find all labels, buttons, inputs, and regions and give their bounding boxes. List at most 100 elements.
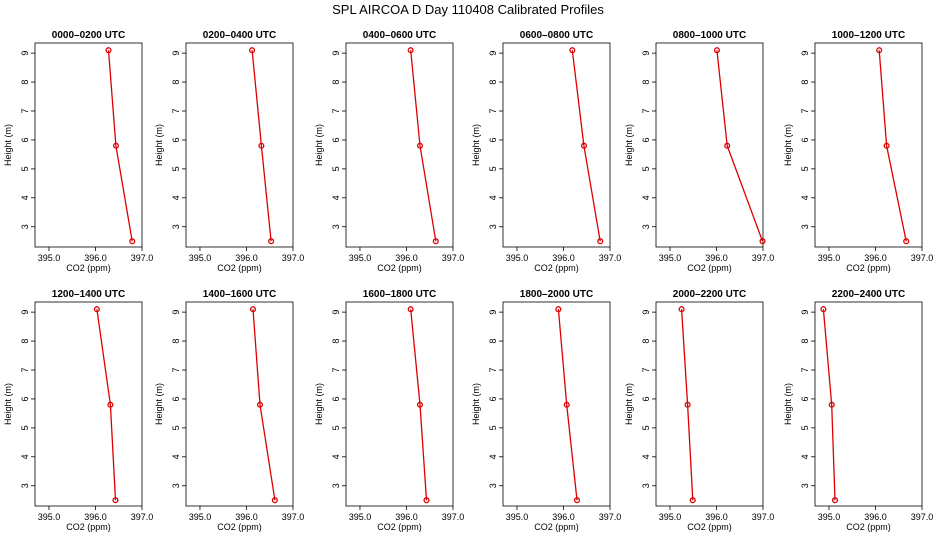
y-tick-label: 6 <box>20 137 30 142</box>
y-tick-label: 3 <box>331 483 341 488</box>
y-tick-label: 6 <box>641 137 651 142</box>
y-tick-label: 4 <box>488 454 498 459</box>
panel-title: 1000–1200 UTC <box>832 30 905 41</box>
x-tick-label: 395.0 <box>349 253 372 263</box>
x-axis-label: CO2 (ppm) <box>687 522 732 532</box>
y-tick-label: 5 <box>800 166 810 171</box>
profile-point <box>432 238 439 245</box>
panel-title: 1200–1400 UTC <box>52 289 125 300</box>
y-tick-label: 5 <box>20 425 30 430</box>
y-tick-label: 8 <box>331 339 341 344</box>
x-axis-label: CO2 (ppm) <box>377 263 422 273</box>
y-axis-label: Height (m) <box>624 383 634 425</box>
x-axis-label: CO2 (ppm) <box>66 263 111 273</box>
x-tick-label: 396.0 <box>395 512 418 522</box>
y-tick-label: 6 <box>331 137 341 142</box>
x-tick-label: 396.0 <box>235 253 258 263</box>
x-tick-label: 395.0 <box>189 512 212 522</box>
x-tick-label: 396.0 <box>84 512 107 522</box>
y-tick-label: 4 <box>800 454 810 459</box>
y-tick-label: 3 <box>800 483 810 488</box>
profile-line <box>107 50 133 242</box>
profile-point <box>820 306 827 313</box>
profile-line <box>571 50 601 242</box>
y-tick-label: 8 <box>20 339 30 344</box>
x-tick-label: 397.0 <box>131 253 154 263</box>
x-tick-label: 397.0 <box>911 253 934 263</box>
x-tick-label: 395.0 <box>506 512 529 522</box>
y-tick-label: 6 <box>171 396 181 401</box>
y-tick-label: 7 <box>488 367 498 372</box>
y-tick-label: 9 <box>331 51 341 56</box>
y-tick-label: 8 <box>641 339 651 344</box>
y-tick-label: 6 <box>800 137 810 142</box>
x-tick-label: 395.0 <box>506 253 529 263</box>
plot-frame <box>345 42 454 248</box>
panel-title: 2000–2200 UTC <box>673 289 746 300</box>
x-axis-label: CO2 (ppm) <box>846 263 891 273</box>
y-axis-label: Height (m) <box>3 124 13 166</box>
x-tick-label: 396.0 <box>84 253 107 263</box>
profile-point <box>407 47 414 54</box>
x-tick-label: 395.0 <box>818 512 841 522</box>
y-tick-label: 9 <box>641 310 651 315</box>
y-tick-label: 4 <box>331 195 341 200</box>
x-tick-label: 396.0 <box>705 512 728 522</box>
profile-point <box>580 142 587 149</box>
y-tick-label: 4 <box>171 195 181 200</box>
x-tick-label: 396.0 <box>705 253 728 263</box>
x-tick-label: 397.0 <box>752 512 775 522</box>
panel-title: 0200–0400 UTC <box>203 30 276 41</box>
x-tick-label: 397.0 <box>442 253 465 263</box>
y-tick-label: 7 <box>641 108 651 113</box>
y-tick-label: 9 <box>488 51 498 56</box>
plot-frame <box>185 42 294 248</box>
y-tick-label: 3 <box>20 483 30 488</box>
panel-10: 1800–2000 UTC 395.0 396.0 397.0 3 4 5 6 7 8 9 CO2 (… <box>471 289 621 532</box>
plot-frame <box>345 301 454 507</box>
panel-2: 0200–0400 UTC 395.0 396.0 397.0 3 4 5 6 7 8 9 CO2 (… <box>154 30 304 273</box>
plot-frame <box>34 42 143 248</box>
profile-point <box>689 497 696 504</box>
profile-point <box>416 401 424 408</box>
y-axis-label: Height (m) <box>154 383 164 425</box>
y-tick-label: 8 <box>171 80 181 85</box>
profile-line <box>96 309 117 501</box>
y-tick-label: 7 <box>800 367 810 372</box>
figure-title: SPL AIRCOA D Day 110408 Calibrated Profi… <box>332 2 604 17</box>
y-tick-label: 7 <box>331 367 341 372</box>
panel-11: 2000–2200 UTC 395.0 396.0 397.0 3 4 5 6 7 8 9 CO2 (… <box>624 289 774 532</box>
panel-1: 0000–0200 UTC 395.0 396.0 397.0 3 4 5 6 7 8 9 CO2 (… <box>3 30 153 273</box>
x-tick-label: 396.0 <box>395 253 418 263</box>
y-tick-label: 4 <box>641 454 651 459</box>
x-tick-label: 396.0 <box>864 253 887 263</box>
y-tick-label: 3 <box>641 483 651 488</box>
profile-line <box>716 50 764 242</box>
y-tick-label: 3 <box>488 483 498 488</box>
profile-point <box>129 238 136 245</box>
x-tick-label: 395.0 <box>818 253 841 263</box>
panel-4: 0600–0800 UTC 395.0 396.0 397.0 3 4 5 6 7 8 9 CO2 (… <box>471 30 621 273</box>
plot-frame <box>814 42 923 248</box>
profile-point <box>876 47 883 54</box>
profile-point <box>105 47 112 54</box>
profile-point <box>684 401 691 408</box>
profile-point <box>93 306 100 313</box>
profile-point <box>268 238 275 245</box>
profile-line <box>252 309 276 501</box>
y-tick-label: 3 <box>488 224 498 229</box>
y-axis-label: Height (m) <box>783 383 793 425</box>
y-tick-label: 3 <box>641 224 651 229</box>
y-tick-label: 6 <box>488 137 498 142</box>
y-tick-label: 6 <box>171 137 181 142</box>
y-tick-label: 8 <box>171 339 181 344</box>
y-tick-label: 6 <box>800 396 810 401</box>
y-tick-label: 6 <box>20 396 30 401</box>
y-tick-label: 8 <box>800 80 810 85</box>
y-tick-label: 7 <box>171 367 181 372</box>
y-tick-label: 4 <box>20 454 30 459</box>
x-tick-label: 397.0 <box>131 512 154 522</box>
y-tick-label: 6 <box>488 396 498 401</box>
profile-point <box>759 238 766 245</box>
panel-title: 1400–1600 UTC <box>203 289 276 300</box>
